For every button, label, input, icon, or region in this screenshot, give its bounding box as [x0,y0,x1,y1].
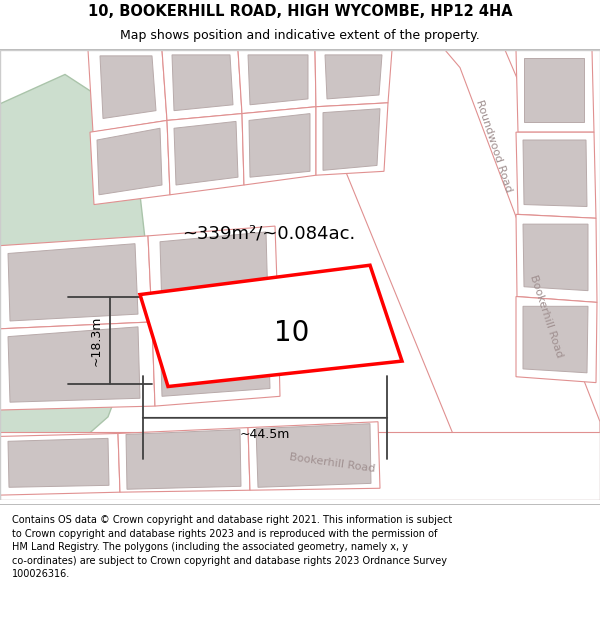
Polygon shape [523,140,587,206]
Polygon shape [88,50,167,132]
Polygon shape [140,265,402,386]
Polygon shape [523,306,588,373]
Polygon shape [238,50,316,114]
Polygon shape [160,319,270,396]
Polygon shape [516,296,597,382]
Text: Contains OS data © Crown copyright and database right 2021. This information is : Contains OS data © Crown copyright and d… [12,515,452,579]
Polygon shape [325,55,382,99]
Polygon shape [445,50,580,241]
Polygon shape [524,58,584,122]
Text: Map shows position and indicative extent of the property.: Map shows position and indicative extent… [120,29,480,41]
Text: Bookerhill Road: Bookerhill Road [289,452,376,474]
Polygon shape [0,322,155,410]
Polygon shape [315,50,392,107]
Polygon shape [248,55,308,105]
Text: Bookerhill Road: Bookerhill Road [528,273,564,359]
Polygon shape [162,50,242,121]
Polygon shape [97,128,162,195]
Polygon shape [316,103,388,175]
Polygon shape [160,232,268,312]
Polygon shape [118,428,250,492]
Polygon shape [0,236,152,329]
Polygon shape [516,214,597,302]
Polygon shape [174,121,238,185]
Polygon shape [8,438,109,488]
Polygon shape [148,226,278,322]
Polygon shape [172,55,233,111]
Text: ~44.5m: ~44.5m [240,428,290,441]
Text: Roundwood Road: Roundwood Road [475,98,514,193]
Polygon shape [248,422,380,490]
Polygon shape [256,424,371,488]
Polygon shape [320,50,600,500]
Text: ~18.3m: ~18.3m [89,316,103,366]
Polygon shape [0,74,148,481]
Polygon shape [0,434,120,495]
Polygon shape [516,50,594,132]
Polygon shape [90,121,170,204]
Polygon shape [152,312,280,406]
Polygon shape [242,107,316,185]
Polygon shape [8,327,140,402]
Polygon shape [126,429,241,489]
Text: 10: 10 [274,319,310,347]
Polygon shape [323,109,380,171]
Polygon shape [0,431,600,500]
Polygon shape [100,56,156,119]
Polygon shape [516,132,596,218]
Text: ~339m²/~0.084ac.: ~339m²/~0.084ac. [182,225,355,243]
Polygon shape [523,224,588,291]
Polygon shape [167,114,244,195]
Text: 10, BOOKERHILL ROAD, HIGH WYCOMBE, HP12 4HA: 10, BOOKERHILL ROAD, HIGH WYCOMBE, HP12 … [88,4,512,19]
Polygon shape [8,244,138,321]
Polygon shape [249,114,310,177]
